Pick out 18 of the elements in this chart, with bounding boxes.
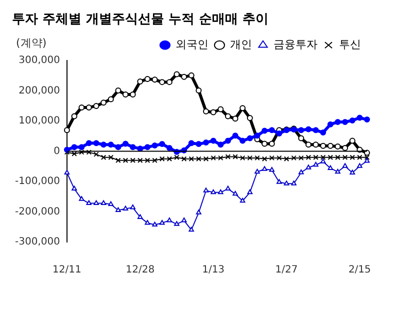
y-tick-label: -300,000 [14, 236, 60, 248]
x-tick-label: 12/28 [126, 264, 155, 276]
legend-label: 투신 [339, 38, 361, 51]
y-tick-label: 200,000 [18, 85, 60, 96]
y-tick-label: 300,000 [18, 55, 60, 66]
chart-title: 투자 주체별 개별주식선물 누적 순매매 추이 [12, 12, 269, 28]
x-tick-label: 2/15 [348, 264, 371, 276]
y-axis-title: (계약) [16, 36, 47, 50]
y-tick-label: -100,000 [14, 176, 60, 188]
legend-label: 개인 [230, 38, 252, 51]
y-tick-label: 100,000 [18, 116, 60, 127]
y-tick-label: 0 [54, 146, 60, 157]
x-tick-label: 1/27 [275, 264, 298, 276]
legend-label: 외국인 [176, 38, 208, 51]
legend-label: 금융투자 [274, 38, 318, 51]
x-tick-label: 1/13 [202, 264, 225, 276]
x-tick-label: 12/11 [52, 264, 82, 276]
y-tick-label: -200,000 [14, 206, 60, 218]
